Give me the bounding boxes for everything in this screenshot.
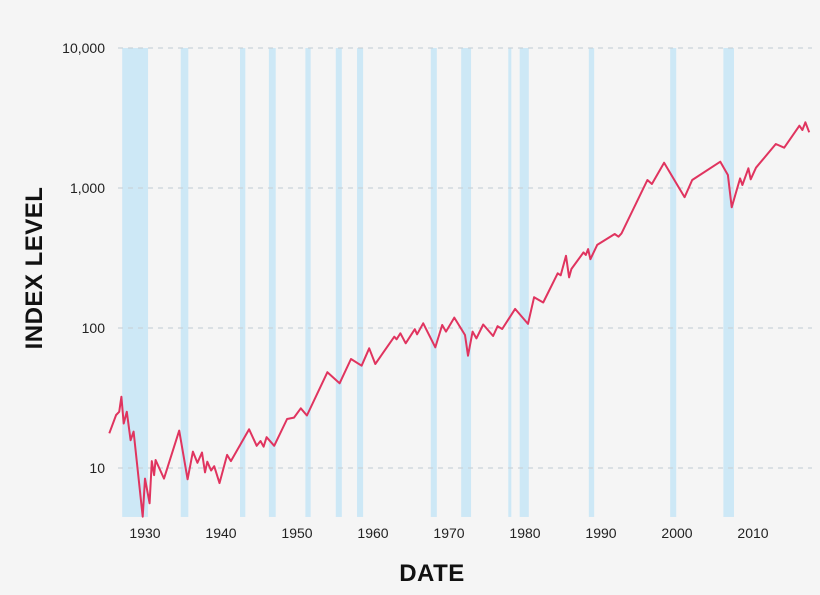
x-tick-label: 2010 [737, 525, 768, 541]
shaded-period-13 [723, 48, 734, 517]
shaded-period-2 [240, 48, 246, 517]
shaded-periods [122, 48, 734, 517]
x-tick-label: 1960 [357, 525, 388, 541]
shaded-period-8 [461, 48, 472, 517]
x-tick-label: 1950 [281, 525, 312, 541]
shaded-period-4 [305, 48, 311, 517]
shaded-period-9 [508, 48, 512, 517]
y-tick-label: 1,000 [70, 180, 105, 196]
shaded-period-7 [430, 48, 437, 517]
x-tick-label: 1990 [585, 525, 616, 541]
x-tick-label: 1940 [205, 525, 236, 541]
series-line [108, 121, 811, 518]
shaded-period-1 [180, 48, 189, 517]
x-tick-label: 1980 [509, 525, 540, 541]
x-tick-label: 2000 [661, 525, 692, 541]
shaded-period-12 [670, 48, 677, 517]
y-tick-labels: 10 100 1,000 10,000 [62, 40, 105, 476]
shaded-period-6 [357, 48, 364, 517]
y-axis-title: INDEX LEVEL [21, 187, 48, 350]
shaded-period-5 [335, 48, 342, 517]
y-tick-label: 10,000 [62, 40, 105, 56]
shaded-period-10 [519, 48, 529, 517]
x-axis-title: DATE [399, 560, 465, 587]
shaded-period-11 [588, 48, 595, 517]
x-tick-label: 1970 [433, 525, 464, 541]
y-tick-label: 100 [82, 320, 106, 336]
y-tick-label: 10 [89, 460, 105, 476]
shaded-period-3 [268, 48, 276, 517]
x-tick-labels: 1930 1940 1950 1960 1970 1980 1990 2000 2010 [129, 525, 768, 541]
x-tick-label: 1930 [129, 525, 160, 541]
